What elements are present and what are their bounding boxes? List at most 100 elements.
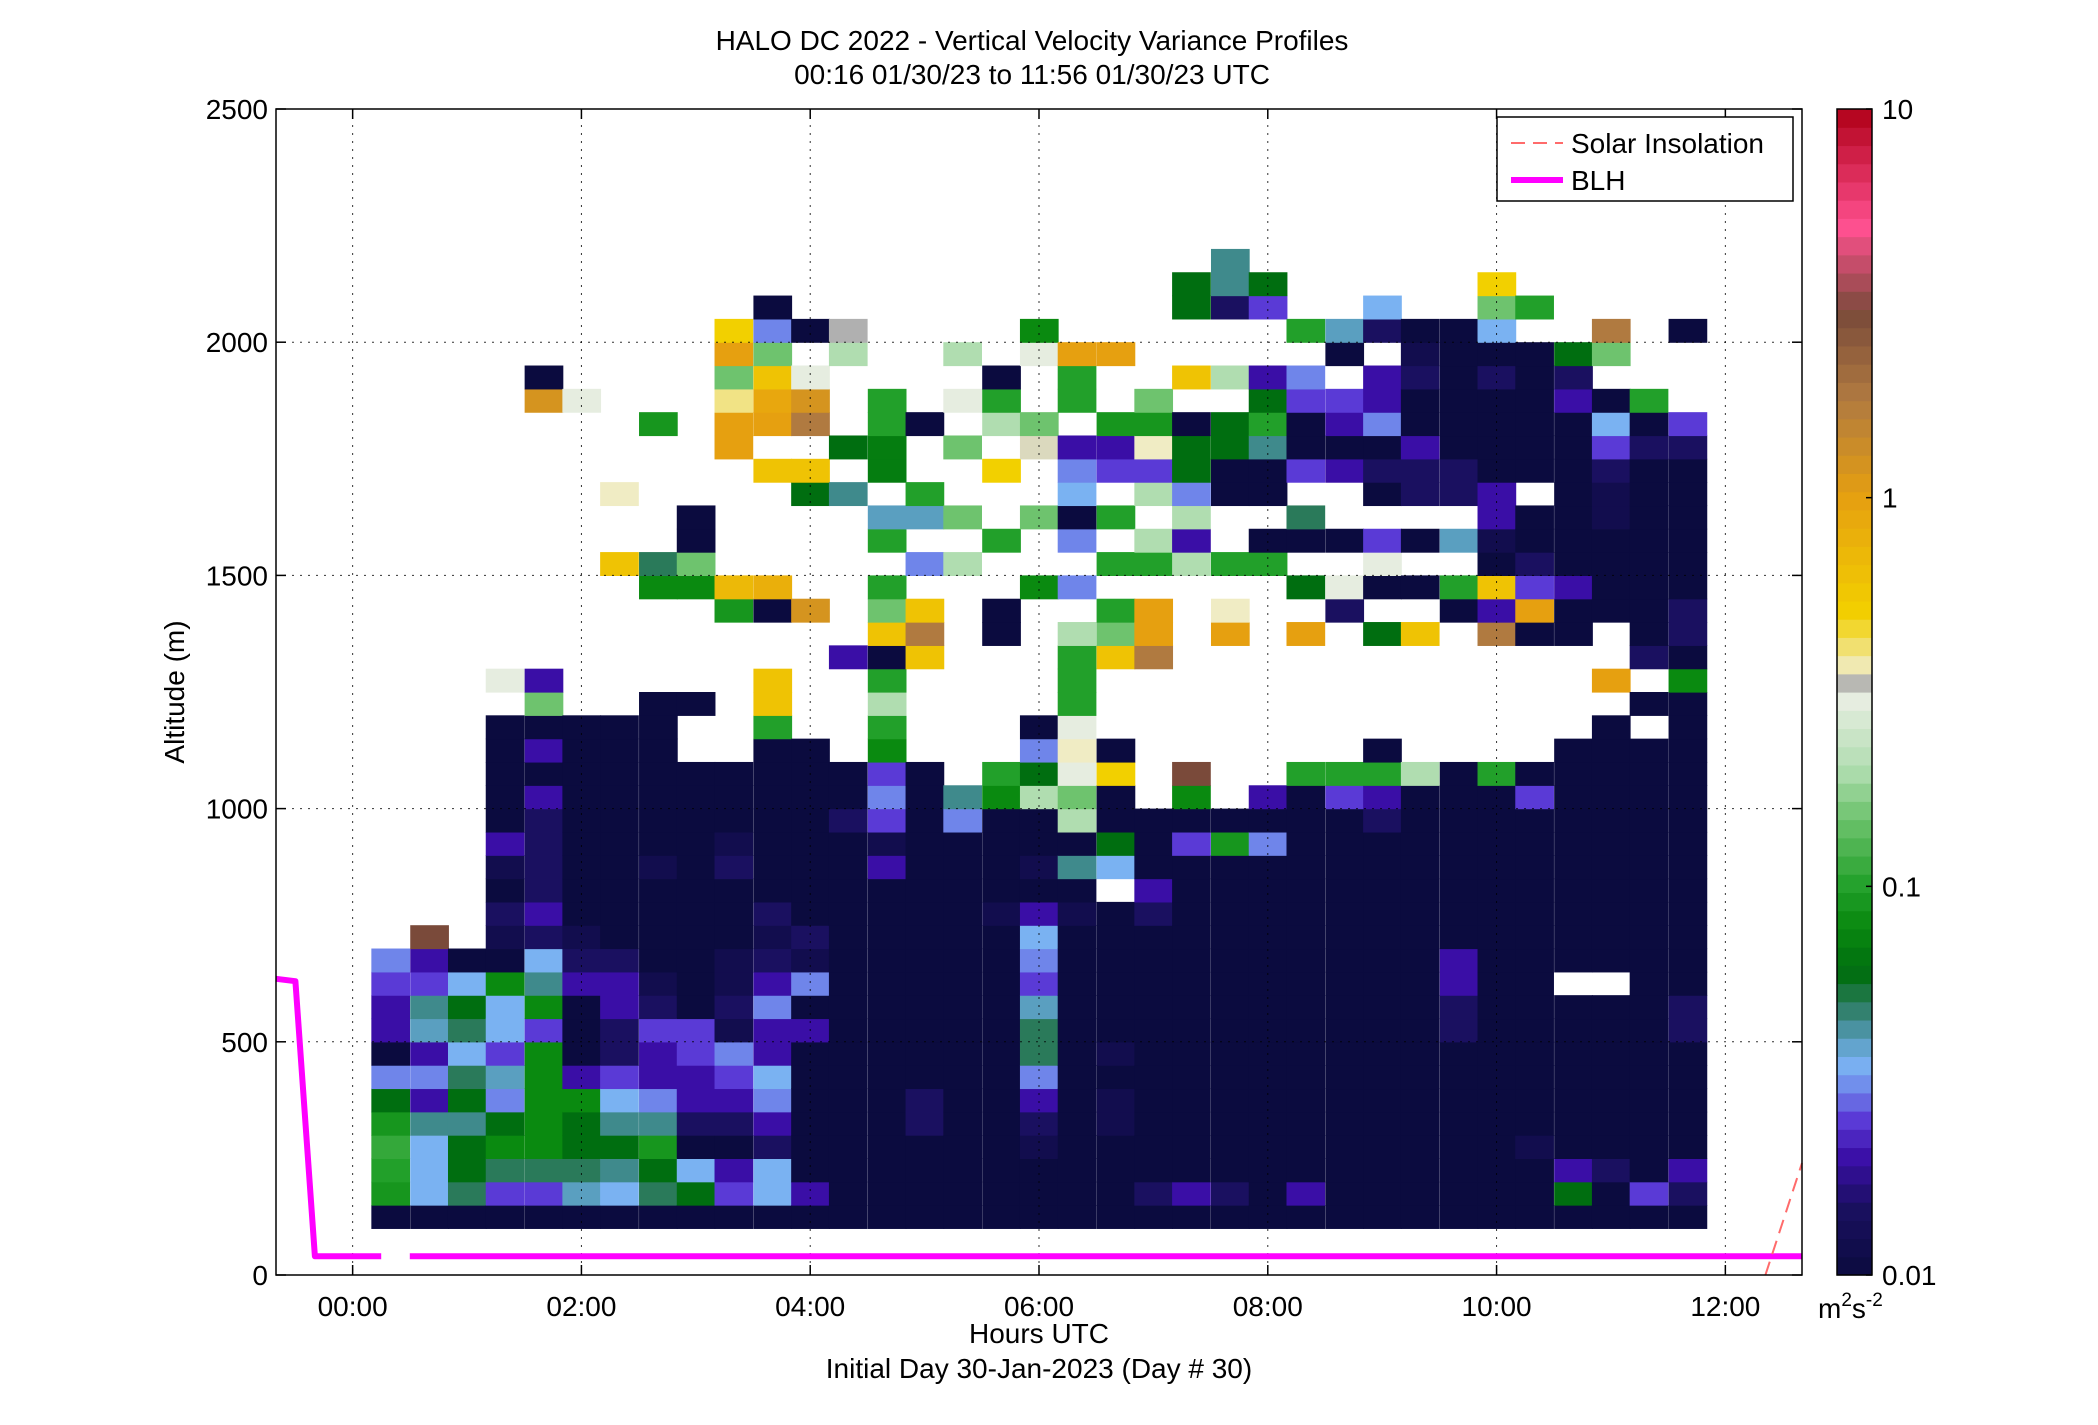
heatmap-cell xyxy=(562,901,602,926)
colorbar-band xyxy=(1837,382,1872,402)
heatmap-cell xyxy=(1286,878,1326,903)
heatmap-cell xyxy=(1439,1065,1479,1090)
heatmap-cell xyxy=(943,342,982,367)
heatmap-cell xyxy=(1057,435,1097,460)
heatmap-cell xyxy=(1286,995,1326,1020)
heatmap-cell xyxy=(943,1018,982,1043)
heatmap-cell xyxy=(1096,738,1136,763)
heatmap-cell xyxy=(1629,1181,1669,1206)
heatmap-cell xyxy=(1057,1135,1097,1159)
heatmap-cell xyxy=(1057,622,1097,646)
heatmap-cell xyxy=(485,1088,525,1113)
heatmap-cell xyxy=(1248,831,1288,856)
colorbar-band xyxy=(1837,236,1872,256)
heatmap-cell xyxy=(1057,995,1097,1020)
heatmap-cell xyxy=(1668,901,1708,926)
heatmap-cell xyxy=(1248,808,1288,833)
heatmap-cell xyxy=(1286,412,1326,437)
heatmap-cell xyxy=(1668,878,1708,903)
heatmap-cell xyxy=(1286,1088,1326,1113)
heatmap-cell xyxy=(1668,1018,1708,1043)
heatmap-cell xyxy=(1325,342,1365,367)
heatmap-cell xyxy=(676,1111,716,1136)
heatmap-cell xyxy=(714,598,754,623)
heatmap-cell xyxy=(1629,645,1669,670)
heatmap-cell xyxy=(714,1158,754,1183)
x-tick-label: 12:00 xyxy=(1690,1291,1760,1322)
heatmap-cell xyxy=(1477,855,1517,880)
heatmap-cell xyxy=(1591,482,1631,507)
heatmap-cell xyxy=(1591,458,1631,483)
heatmap-cell xyxy=(1668,1205,1708,1229)
heatmap-cell xyxy=(1591,528,1631,553)
heatmap-cell xyxy=(1477,925,1517,950)
heatmap-cell xyxy=(1515,552,1554,576)
heatmap-cell xyxy=(676,1158,716,1183)
heatmap-cell xyxy=(562,1088,602,1113)
heatmap-cell xyxy=(1286,855,1326,880)
heatmap-cell xyxy=(982,598,1021,623)
heatmap-cell xyxy=(485,1018,525,1043)
heatmap-cell xyxy=(1325,412,1365,437)
heatmap-cell xyxy=(1400,388,1440,413)
heatmap-cell xyxy=(1096,342,1136,367)
heatmap-cell xyxy=(600,1065,639,1090)
heatmap-cell xyxy=(1057,1041,1097,1066)
heatmap-cell xyxy=(828,831,868,856)
heatmap-cell xyxy=(410,1158,449,1183)
heatmap-cell xyxy=(943,1135,982,1159)
heatmap-cell xyxy=(676,505,716,530)
heatmap-cell xyxy=(1172,971,1211,996)
heatmap-cell xyxy=(524,1041,564,1066)
heatmap-cell xyxy=(1439,785,1479,810)
heatmap-cell xyxy=(791,855,830,880)
heatmap-cell xyxy=(485,1065,525,1090)
heatmap-cell xyxy=(1477,1088,1517,1113)
heatmap-cell xyxy=(1172,808,1211,833)
heatmap-cell xyxy=(1172,948,1211,973)
heatmap-cell xyxy=(485,831,525,856)
heatmap-cell xyxy=(524,785,564,810)
colorbar-band xyxy=(1837,965,1872,985)
heatmap-cell xyxy=(1325,901,1365,926)
heatmap-cell xyxy=(791,412,830,437)
heatmap-cell xyxy=(639,1088,678,1113)
heatmap-cell xyxy=(905,948,945,973)
heatmap-cell xyxy=(1400,995,1440,1020)
heatmap-cell xyxy=(1134,1065,1174,1090)
heatmap-cell xyxy=(753,761,793,786)
heatmap-cell xyxy=(1363,901,1402,926)
heatmap-cell xyxy=(1591,1088,1631,1113)
heatmap-cell xyxy=(524,1158,564,1183)
heatmap-cell xyxy=(1629,412,1669,437)
heatmap-cell xyxy=(867,645,907,670)
heatmap-cell xyxy=(485,1158,525,1183)
heatmap-cell xyxy=(524,808,564,833)
heatmap-cell xyxy=(1248,528,1288,553)
heatmap-cell xyxy=(1554,831,1593,856)
heatmap-cell xyxy=(982,1111,1021,1136)
heatmap-cell xyxy=(1096,1018,1136,1043)
heatmap-cell xyxy=(1286,1135,1326,1159)
legend-label-solar: Solar Insolation xyxy=(1571,128,1764,159)
heatmap-cell xyxy=(1057,831,1097,856)
heatmap-cell xyxy=(1019,715,1059,740)
heatmap-cell xyxy=(982,1065,1021,1090)
heatmap-cell xyxy=(1134,1111,1174,1136)
heatmap-cell xyxy=(1591,1135,1631,1159)
heatmap-cell xyxy=(1172,995,1211,1020)
colorbar-band xyxy=(1837,491,1872,511)
heatmap-cell xyxy=(1439,1181,1479,1206)
heatmap-cell xyxy=(943,878,982,903)
heatmap-cell xyxy=(600,1181,639,1206)
heatmap-cell xyxy=(1400,855,1440,880)
heatmap-cell xyxy=(753,1181,793,1206)
heatmap-cell xyxy=(1400,1088,1440,1113)
colorbar-band xyxy=(1837,127,1872,147)
heatmap-cell xyxy=(1629,738,1669,763)
heatmap-cell xyxy=(1400,808,1440,833)
heatmap-cell xyxy=(1172,855,1211,880)
heatmap-cell xyxy=(1172,528,1211,553)
heatmap-cell xyxy=(1057,1205,1097,1229)
heatmap-cell xyxy=(867,715,907,740)
